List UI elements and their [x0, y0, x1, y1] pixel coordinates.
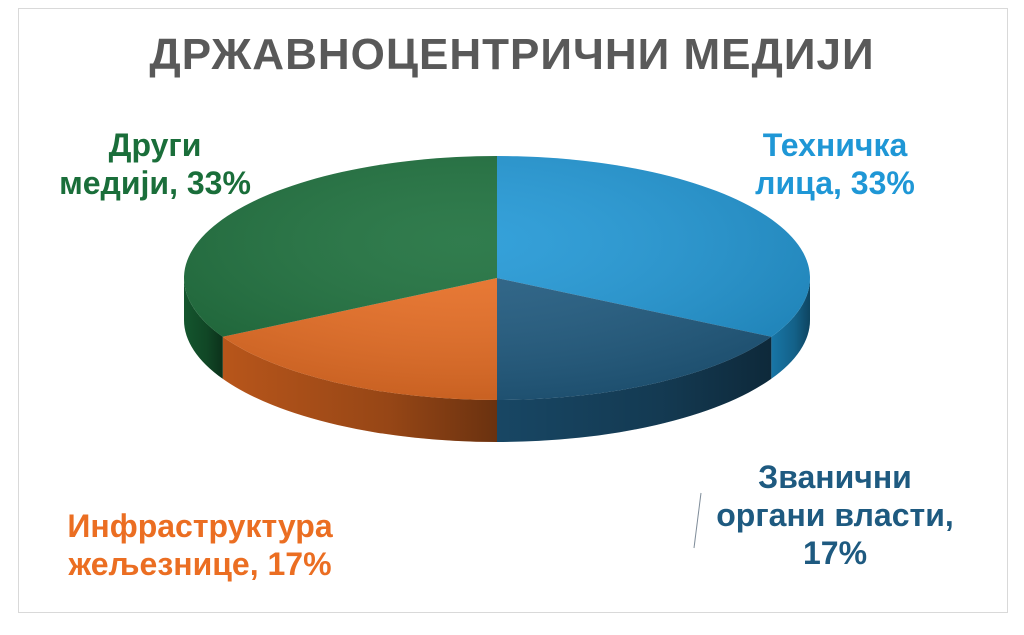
pie-top: [184, 156, 810, 400]
slice-label-tehnicka-lica: Техничка лица, 33%: [755, 127, 915, 201]
pie-sides: [184, 278, 811, 442]
pie-side-shade-3: [184, 278, 223, 379]
pie-top-lighting: [184, 156, 810, 400]
slice-label-drugi-mediji: Други медији, 33%: [59, 127, 251, 201]
chart-title: ДРЖАВНОЦЕНТРИЧНИ МЕДИЈИ: [149, 30, 875, 79]
slice-label-infrastruktura: Инфраструктура жељезнице, 17%: [67, 508, 333, 582]
leader-line: [693, 492, 702, 549]
slice-label-zvanicni-organi: Званични органи власти, 17%: [716, 459, 954, 571]
pie-side-shade-2: [222, 336, 497, 442]
pie-side-shade-0: [771, 278, 811, 379]
pie-side-shade-1: [497, 336, 772, 442]
